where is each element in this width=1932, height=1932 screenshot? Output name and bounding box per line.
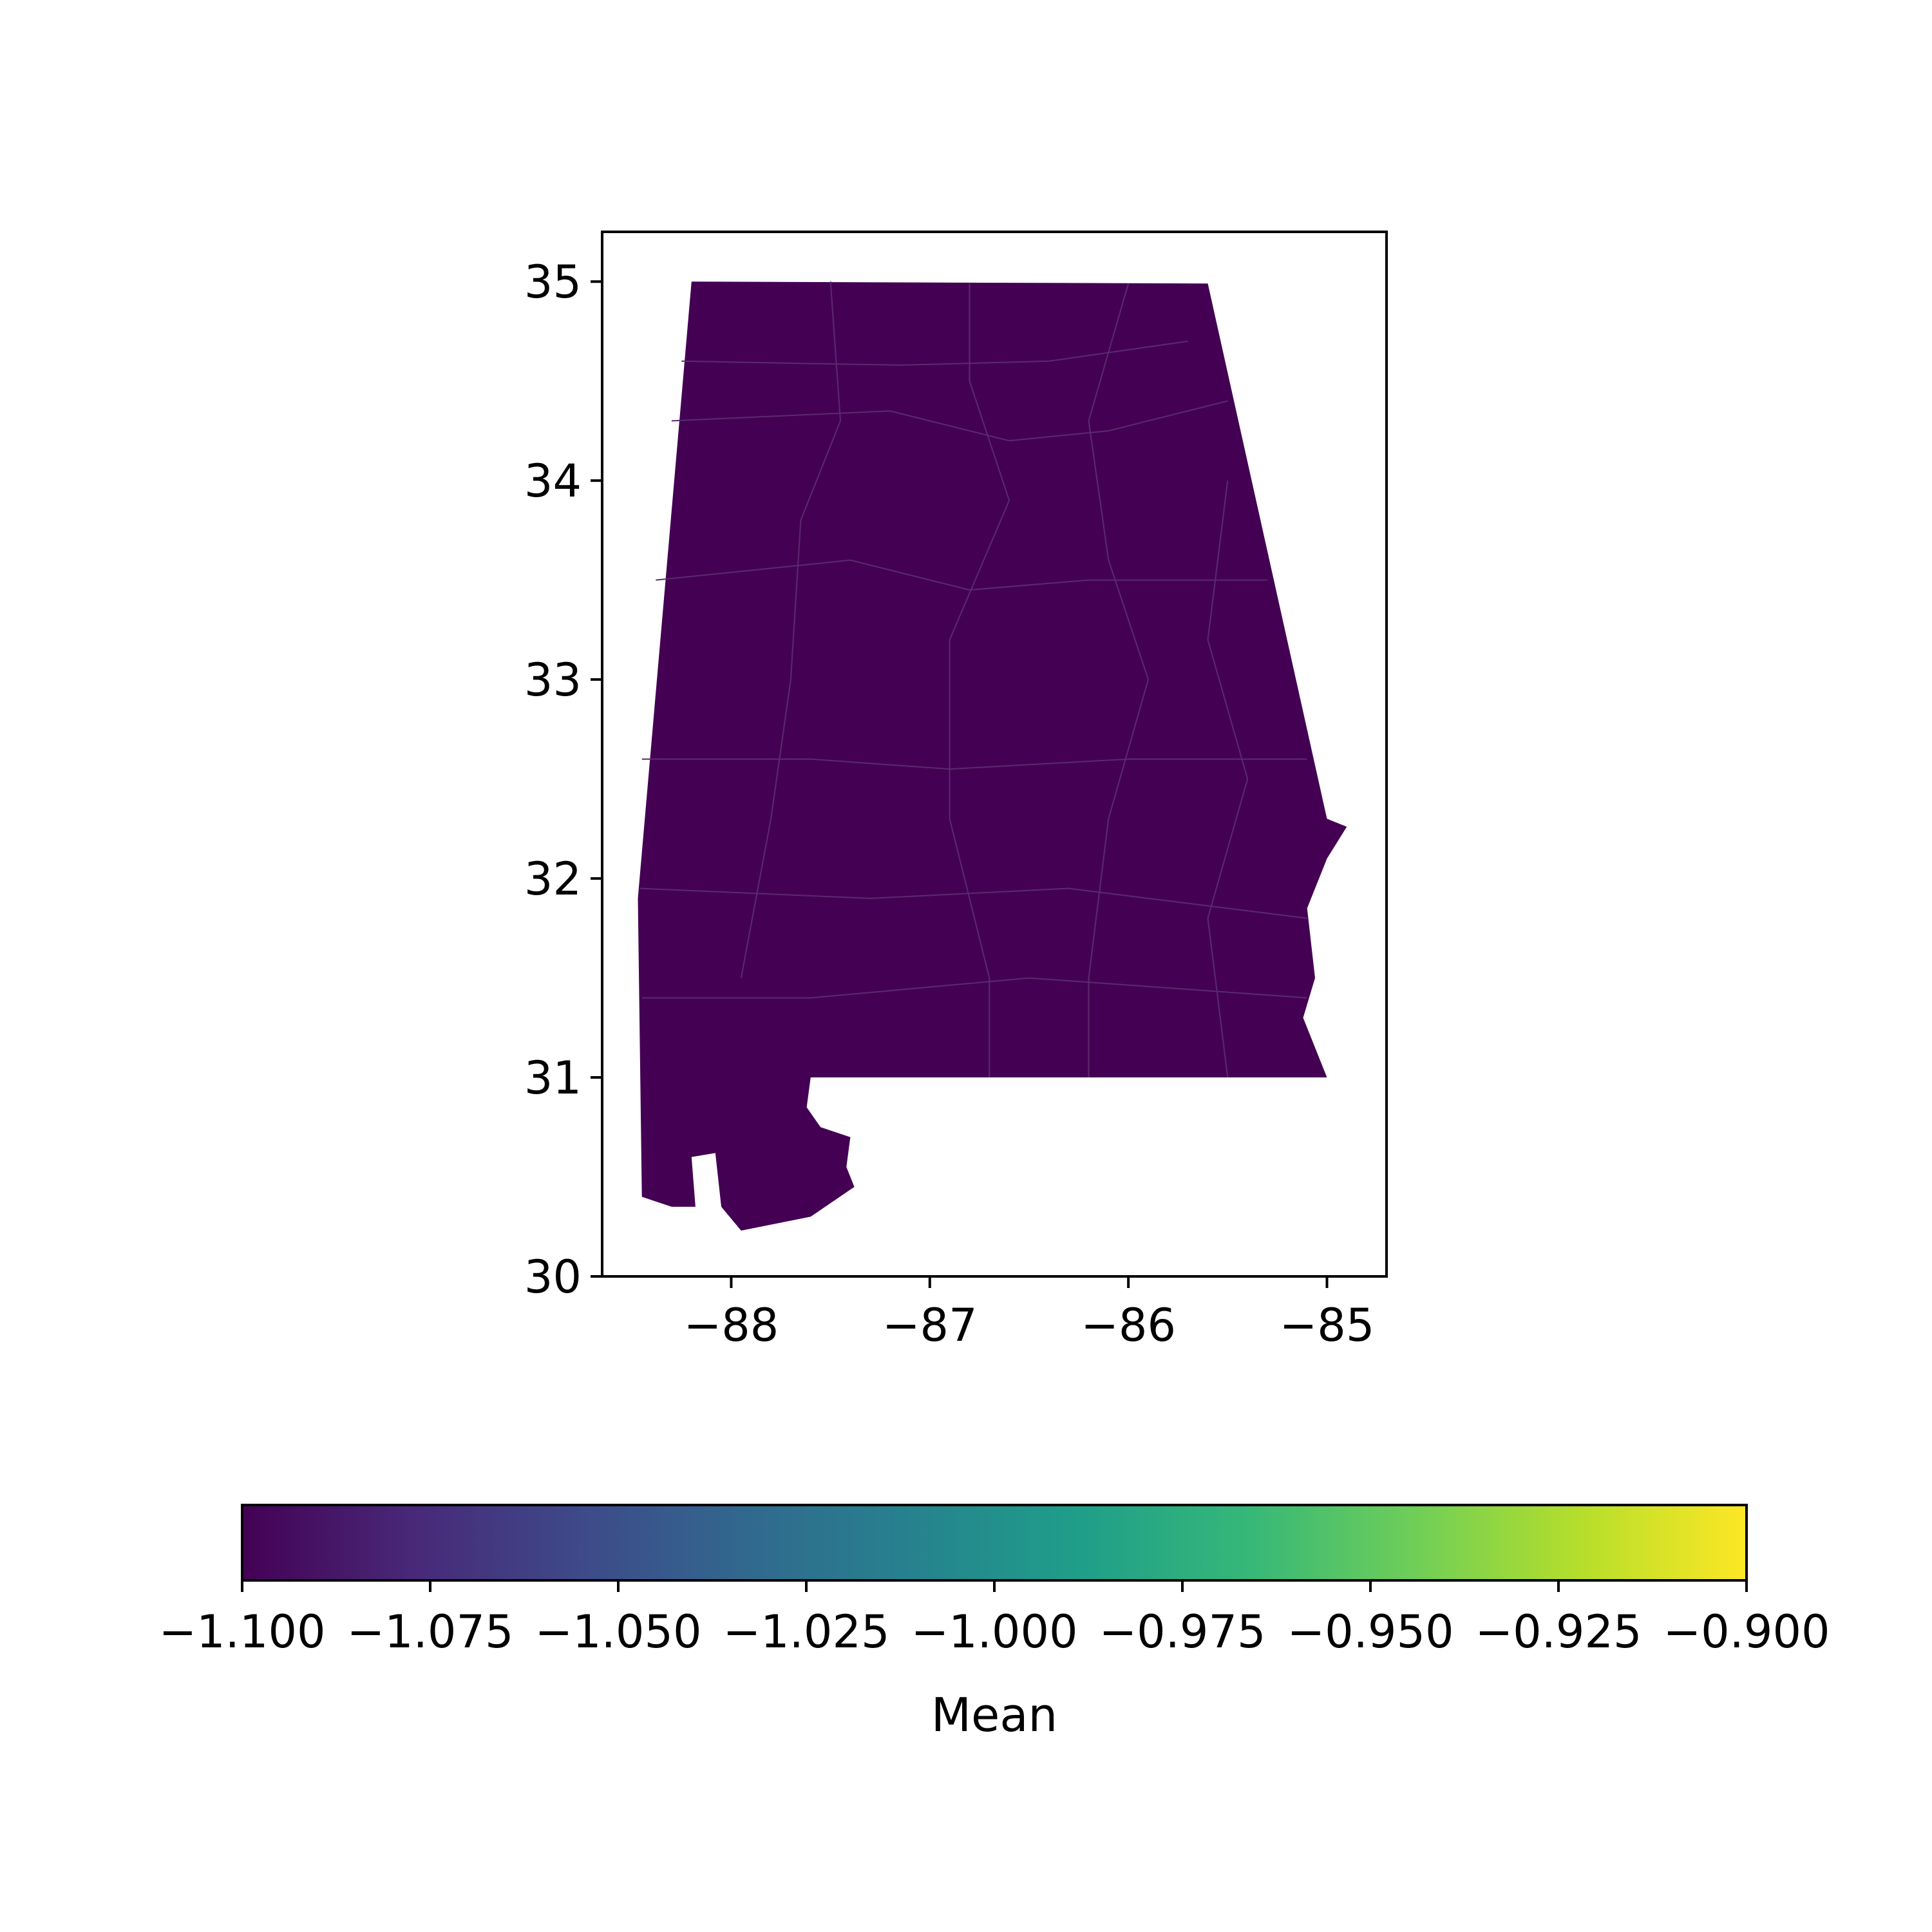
colorbar-tick-label: −0.900 xyxy=(1663,1605,1830,1658)
county-boundary-line xyxy=(656,559,1267,591)
county-boundary-line xyxy=(1088,283,1150,1077)
colorbar-tick-label: −1.050 xyxy=(535,1605,701,1658)
colorbar-tick-label: −0.950 xyxy=(1287,1605,1454,1658)
colorbar-tick-label: −1.000 xyxy=(911,1605,1077,1658)
colorbar-gradient xyxy=(242,1505,1747,1580)
county-boundary-line xyxy=(671,400,1228,442)
axes-frame xyxy=(601,231,1388,1278)
x-tick-label: −85 xyxy=(1280,1299,1375,1352)
colorbar-tick-label: −0.925 xyxy=(1475,1605,1642,1658)
x-axis-ticks: −88 −87 −86 −85 xyxy=(684,1276,1375,1352)
y-tick-label: 35 xyxy=(524,256,582,308)
x-tick-label: −86 xyxy=(1081,1299,1176,1352)
county-boundaries xyxy=(639,281,1307,1078)
colorbar-tick-label: −1.025 xyxy=(723,1605,889,1658)
colorbar-label: Mean xyxy=(931,1688,1057,1742)
county-boundary-line xyxy=(949,283,1010,1077)
colorbar-tick-label: −1.075 xyxy=(346,1605,513,1658)
colorbar-tick-label: −0.975 xyxy=(1099,1605,1265,1658)
y-axis-ticks: 30 31 32 33 34 35 xyxy=(524,256,602,1303)
y-tick-label: 33 xyxy=(524,654,582,706)
map-axes: −88 −87 −86 −85 30 31 32 33 34 35 xyxy=(524,231,1388,1352)
county-boundary-line xyxy=(639,887,1307,919)
y-tick-label: 31 xyxy=(524,1052,582,1104)
county-boundary-line xyxy=(740,281,842,978)
colorbar-tick-label: −1.100 xyxy=(158,1605,325,1658)
colorbar: −1.100 −1.075 −1.050 −1.025 −1.000 −0.975 −0.9… xyxy=(158,1504,1830,1742)
alabama-state-fill xyxy=(638,281,1347,1231)
y-tick-label: 32 xyxy=(524,853,582,905)
x-tick-label: −87 xyxy=(882,1299,978,1352)
county-boundary-line xyxy=(681,340,1188,366)
county-boundary-line xyxy=(1207,480,1249,1078)
x-tick-label: −88 xyxy=(684,1299,779,1352)
y-tick-label: 34 xyxy=(524,455,582,507)
colorbar-ticks: −1.100 −1.075 −1.050 −1.025 −1.000 −0.975 −0.9… xyxy=(158,1580,1830,1658)
y-tick-label: 30 xyxy=(524,1251,582,1303)
county-boundary-line xyxy=(641,977,1307,999)
